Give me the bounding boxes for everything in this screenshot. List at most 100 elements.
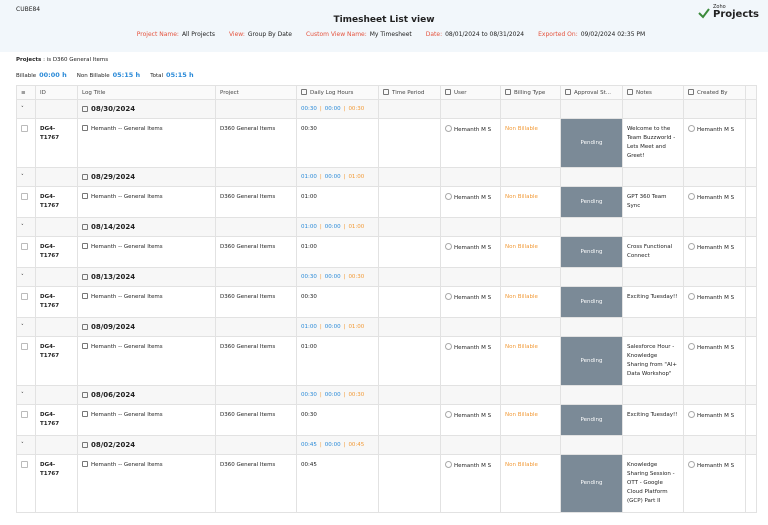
id[interactable]: DG4-T1767	[40, 344, 60, 359]
user: Hemanth M S	[454, 245, 492, 251]
entry-row: DG4-T1767 Hemanth -- General Items D360 Ge…	[16, 186, 757, 218]
cell: Non Billable	[500, 404, 561, 436]
created-by: Hemanth M S	[697, 127, 735, 133]
column-header[interactable]: Time Period	[378, 85, 441, 100]
avatar	[445, 193, 452, 200]
cell: 01:00	[296, 186, 379, 218]
log-title[interactable]: Hemanth -- General Items	[91, 462, 163, 468]
column-header[interactable]: Log Title	[77, 85, 216, 100]
log-title[interactable]: Hemanth -- General Items	[91, 126, 163, 132]
cell: Hemanth M S	[683, 236, 746, 268]
group-row: ˅ 08/30/2024 00:30 | 00:00 | 00:30	[16, 99, 757, 119]
separator: |	[319, 106, 322, 112]
log-hours: 00:30	[301, 126, 317, 132]
cell	[745, 404, 757, 436]
cell: 00:45	[296, 454, 379, 513]
cell	[378, 267, 441, 287]
collapse-icon[interactable]	[82, 224, 88, 230]
log-title[interactable]: Hemanth -- General Items	[91, 412, 163, 418]
id[interactable]: DG4-T1767	[40, 126, 60, 141]
cell: DG4-T1767	[35, 454, 78, 513]
checkbox[interactable]	[21, 243, 28, 250]
cell: Hemanth M S	[440, 286, 501, 318]
id[interactable]: DG4-T1767	[40, 462, 60, 477]
cell: Hemanth M S	[683, 186, 746, 218]
id[interactable]: DG4-T1767	[40, 412, 60, 427]
log-title[interactable]: Hemanth -- General Items	[91, 194, 163, 200]
group-date: 08/02/2024	[91, 441, 136, 449]
checkbox[interactable]	[21, 343, 28, 350]
collapse-icon[interactable]	[82, 324, 88, 330]
cell: 01:00	[296, 336, 379, 386]
expand-toggle[interactable]: ˅	[16, 317, 36, 337]
group-row: ˅ 08/06/2024 00:30 | 00:00 | 00:30	[16, 385, 757, 405]
cell	[215, 167, 297, 187]
meta-value: All Projects	[181, 31, 215, 38]
column-header[interactable]: Billing Type	[500, 85, 561, 100]
checkbox[interactable]	[21, 411, 28, 418]
notes: GPT 360 Team Sync	[627, 194, 667, 209]
log-title[interactable]: Hemanth -- General Items	[91, 244, 163, 250]
column-title: Approval St...	[574, 90, 612, 96]
checkbox[interactable]	[21, 293, 28, 300]
settings-col[interactable]: ≡	[16, 85, 36, 100]
meta-label: Date:	[425, 31, 443, 38]
collapse-icon[interactable]	[82, 174, 88, 180]
checkbox[interactable]	[21, 193, 28, 200]
report-title: Timesheet List view	[333, 15, 435, 25]
checkbox[interactable]	[21, 461, 28, 468]
hours: 00:45	[301, 442, 317, 448]
column-header[interactable]: Created By	[683, 85, 746, 100]
collapse-icon[interactable]	[82, 392, 88, 398]
cell: Cross Functional Connect	[622, 236, 684, 268]
cell	[35, 267, 78, 287]
log-title[interactable]: Hemanth -- General Items	[91, 294, 163, 300]
expand-toggle[interactable]: ˅	[16, 167, 36, 187]
hours: 01:00	[301, 324, 317, 330]
time-period	[378, 186, 441, 218]
log-title[interactable]: Hemanth -- General Items	[91, 344, 163, 350]
id[interactable]: DG4-T1767	[40, 194, 60, 209]
column-header[interactable]: Daily Log Hours	[296, 85, 379, 100]
expand-toggle[interactable]: ˅	[16, 217, 36, 237]
time-period	[378, 118, 441, 168]
column-header[interactable]: Notes	[622, 85, 684, 100]
avatar	[445, 243, 452, 250]
cell: D360 General Items	[215, 336, 297, 386]
separator: |	[343, 392, 346, 398]
expand-toggle[interactable]: ˅	[16, 267, 36, 287]
collapse-icon[interactable]	[82, 106, 88, 112]
expand-toggle[interactable]: ˅	[16, 435, 36, 455]
id[interactable]: DG4-T1767	[40, 244, 60, 259]
total-label: Total	[150, 73, 164, 79]
expand-toggle[interactable]: ˅	[16, 385, 36, 405]
id[interactable]: DG4-T1767	[40, 294, 60, 309]
cell: Non Billable	[500, 286, 561, 318]
created-by: Hemanth M S	[697, 195, 735, 201]
group-row: ˅ 08/14/2024 01:00 | 00:00 | 01:00	[16, 217, 757, 237]
log-icon	[82, 343, 88, 349]
entry-row: DG4-T1767 Hemanth -- General Items D360 Ge…	[16, 286, 757, 318]
column-extra	[745, 85, 757, 100]
column-header[interactable]: Approval St...	[560, 85, 623, 100]
group-date-cell: 08/14/2024	[77, 217, 216, 237]
cell	[745, 217, 757, 237]
group-date: 08/13/2024	[91, 273, 136, 281]
collapse-icon[interactable]	[82, 442, 88, 448]
hours: 00:30	[301, 106, 317, 112]
collapse-icon[interactable]	[82, 274, 88, 280]
billing-type: Non Billable	[505, 126, 538, 132]
select-cell	[16, 118, 36, 168]
checkbox[interactable]	[21, 125, 28, 132]
hours: 00:00	[324, 324, 341, 330]
cell: D360 General Items	[215, 118, 297, 168]
column-header[interactable]: Project	[215, 85, 297, 100]
cell: Hemanth M S	[440, 336, 501, 386]
cell: Non Billable	[500, 236, 561, 268]
expand-toggle[interactable]: ˅	[16, 99, 36, 119]
column-header[interactable]: User	[440, 85, 501, 100]
column-header[interactable]: ID	[35, 85, 78, 100]
cell	[500, 317, 561, 337]
group-row: ˅ 08/09/2024 01:00 | 00:00 | 01:00	[16, 317, 757, 337]
cell	[35, 99, 78, 119]
